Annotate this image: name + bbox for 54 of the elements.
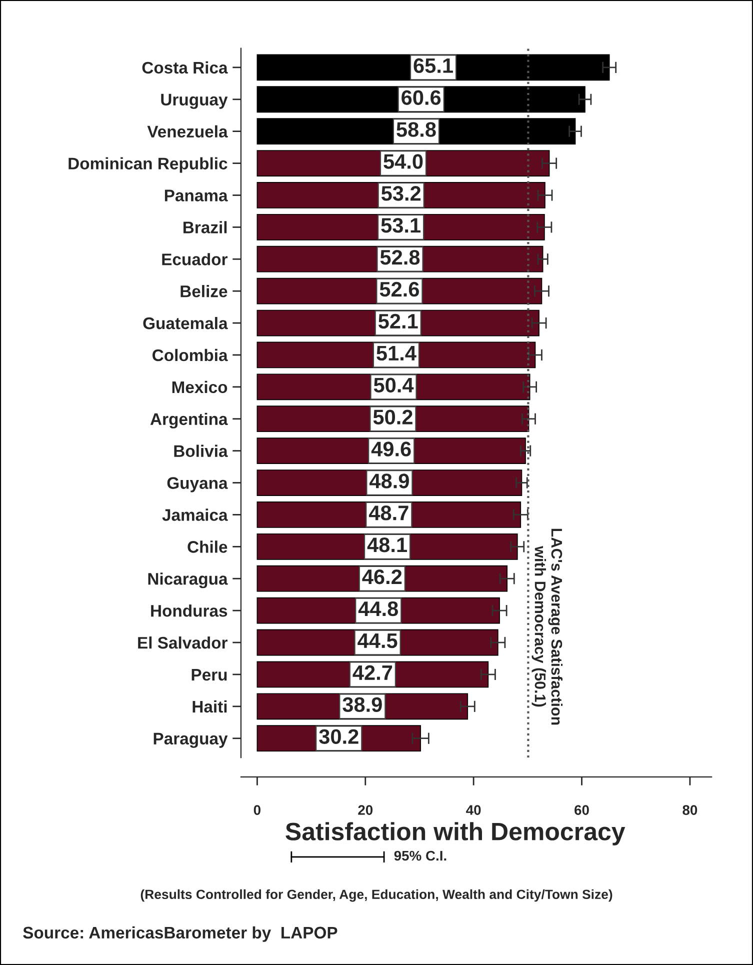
y-tick-label: Colombia xyxy=(152,348,228,362)
y-tick-label: Uruguay xyxy=(161,94,228,109)
data-label: 65.1 xyxy=(414,58,453,74)
data-label: 53.2 xyxy=(381,186,421,201)
y-tick-label: Panama xyxy=(164,190,228,202)
data-label: 46.2 xyxy=(362,569,402,584)
y-tick-label: Mexico xyxy=(172,380,228,394)
data-label: 44.5 xyxy=(358,634,398,648)
data-label: 52.6 xyxy=(380,282,419,297)
data-label: 30.2 xyxy=(319,729,358,744)
x-tick-label: 40 xyxy=(466,805,481,815)
ref-line-label: LAC's Average Satisfaction with Democracy (50.1) xyxy=(532,528,563,725)
source-note: Source: AmericasBarometer by LAPOP xyxy=(23,926,338,942)
data-label: 44.8 xyxy=(358,601,398,616)
y-tick-label: Guatemala xyxy=(143,316,228,330)
x-tick-label: 20 xyxy=(358,805,373,815)
y-tick-label: Paraguay xyxy=(154,732,228,748)
y-tick-label: Costa Rica xyxy=(142,61,228,74)
text: (Results Controlled for Gender, Age, Education, Wealth and City/Town Size) xyxy=(140,889,612,902)
x-tick-label: 60 xyxy=(574,805,589,815)
y-tick-label: Chile xyxy=(188,540,228,553)
data-label: 50.2 xyxy=(373,410,412,424)
y-tick-label: Brazil xyxy=(183,221,227,234)
data-label: 49.6 xyxy=(371,442,411,456)
x-tick-label: 0 xyxy=(254,805,260,815)
y-tick-label: Dominican Republic xyxy=(68,157,228,173)
y-tick-label: Argentina xyxy=(150,412,228,428)
data-label: 52.1 xyxy=(378,314,418,329)
data-label: 48.1 xyxy=(367,538,407,552)
y-tick-label: Honduras xyxy=(151,604,228,617)
data-label: 48.7 xyxy=(368,506,408,520)
y-tick-label: Bolivia xyxy=(174,444,228,458)
y-tick-label: Belize xyxy=(180,285,228,298)
data-label: 58.8 xyxy=(396,122,436,137)
data-label: 53.1 xyxy=(381,218,421,233)
y-tick-label: Guyana xyxy=(167,477,228,492)
y-tick-label: El Salvador xyxy=(138,636,228,649)
y-tick-label: Peru xyxy=(192,669,227,681)
x-tick-label: 80 xyxy=(682,805,698,815)
data-label: 52.8 xyxy=(380,250,420,265)
x-axis-title: Satisfaction with Democracy xyxy=(286,822,626,846)
text: 95% C.I. xyxy=(394,850,446,861)
y-tick-label: Jamaica xyxy=(162,508,228,521)
data-label: 50.4 xyxy=(374,378,414,393)
data-label: 48.9 xyxy=(369,474,409,488)
data-label: 54.0 xyxy=(384,154,423,169)
data-label: 42.7 xyxy=(352,665,392,680)
data-label: 51.4 xyxy=(376,346,416,361)
y-tick-label: Ecuador xyxy=(162,253,228,266)
data-label: 38.9 xyxy=(342,697,382,712)
data-label: 60.6 xyxy=(402,90,441,105)
y-tick-label: Haiti xyxy=(192,700,227,713)
y-tick-label: Nicaragua xyxy=(148,572,228,588)
y-tick-label: Venezuela xyxy=(147,125,228,138)
